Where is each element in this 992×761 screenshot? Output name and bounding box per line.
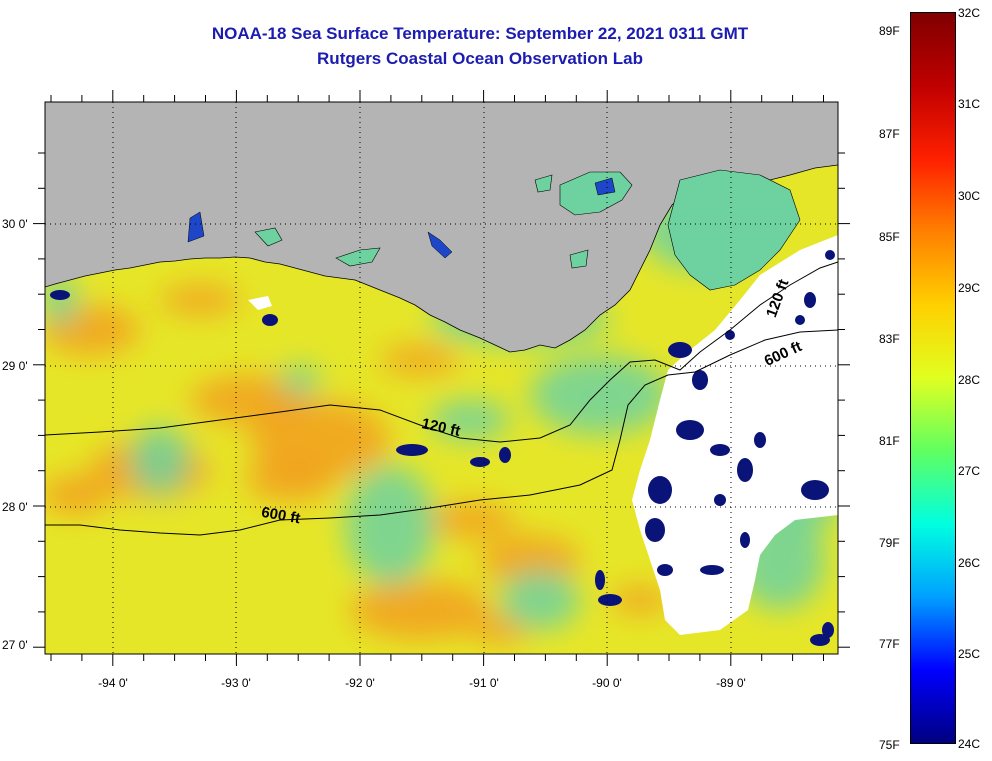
warm-sst-patch [425,502,515,538]
warm-sst-patch [160,285,240,315]
warm-sst-patch [380,345,460,375]
cool-sst-patch [500,570,580,630]
cold-speck [692,370,708,390]
cold-speck [676,420,704,440]
colorbar-c-label: 31C [958,97,981,111]
map-frame [44,101,839,655]
colorbar-c-label: 24C [958,737,981,751]
coastal-sst [254,169,801,291]
cloud-patch-2 [248,296,272,310]
cold-speck [262,314,278,326]
cold-speck [725,330,735,340]
cool-sst-patch [45,275,78,325]
colorbar-f-label: 79F [879,536,900,550]
cold-speck [657,564,673,576]
grid-lines [45,102,838,654]
cold-speck [499,447,511,463]
colorbar-c-label: 28C [958,373,981,387]
cool-sst-patch [130,425,190,495]
cold-speck [50,290,70,300]
cold-speck [645,518,665,542]
lat-label: 30 0' [2,217,28,231]
cold-speck [595,570,605,590]
colorbar-f-label: 75F [879,738,900,752]
bathymetry-contours [45,261,838,536]
cold-speck [598,594,622,606]
contour-120ft [45,261,838,443]
warm-sst-patch [45,475,110,515]
map-subtitle: Rutgers Coastal Ocean Observation Lab [317,49,643,68]
cold-speck [740,532,750,548]
contour-label: 600 ft [260,504,302,528]
cold-speck [822,622,834,638]
lat-label: 28 0' [2,500,28,514]
cold-speck [795,315,805,325]
colorbar-c-label: 27C [958,464,981,478]
colorbar-c-label: 29C [958,281,981,295]
lon-label: -90 0' [592,676,622,690]
cold-speck [825,250,835,260]
colorbar-c-label: 32C [958,6,981,20]
warm-sst-patch [245,458,335,502]
lon-label: -91 0' [469,676,499,690]
lat-label: 27 0' [2,638,28,652]
cold-speck [710,444,730,456]
cool-sst-patch [345,465,435,585]
cold-speck [810,634,830,646]
colorbar-f-label: 77F [879,637,900,651]
cold-speck [648,476,672,504]
warm-sst-patch [610,586,670,614]
contour-600ft [45,329,838,536]
cold-speck [804,292,816,308]
colorbar-c-label: 25C [958,647,981,661]
cold-speck [754,432,766,448]
cold-speck [396,444,428,456]
cold-speck [668,342,692,358]
lon-label: -89 0' [716,676,746,690]
colorbar-f-label: 81F [879,434,900,448]
cold-speck [700,565,724,575]
cold-speck [714,494,726,506]
cold-speck [470,457,490,467]
colorbar-f-label: 89F [879,24,900,38]
map-title: NOAA-18 Sea Surface Temperature: Septemb… [211,24,749,43]
colorbar-f-label: 83F [879,332,900,346]
cool-sst-patch [430,400,510,440]
lat-label: 29 0' [2,359,28,373]
colorbar-f-label: 85F [879,230,900,244]
warm-sst-patch [350,580,490,640]
colorbar-f-label: 87F [879,127,900,141]
lon-label: -94 0' [98,676,128,690]
lon-label: -92 0' [345,676,375,690]
temperature-colorbar [910,12,956,744]
colorbar-c-label: 30C [958,189,981,203]
lon-label: -93 0' [221,676,251,690]
map-ticks [33,90,850,666]
cool-sst-patch [530,355,670,435]
cold-speck [801,480,829,500]
cold-spots [50,250,835,646]
cool-sst-patch [280,365,320,395]
colorbar-c-label: 26C [958,556,981,570]
inland-water [187,177,616,259]
cold-speck [737,458,753,482]
